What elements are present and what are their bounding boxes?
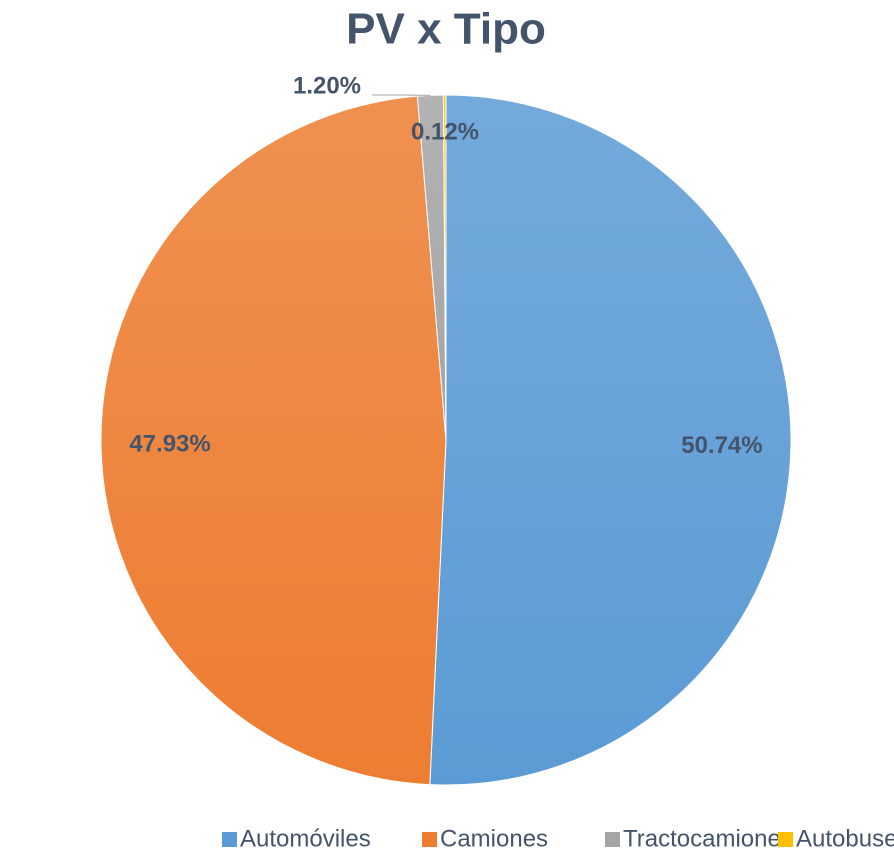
data-label: 0.12% [411, 118, 479, 145]
pie-slice [442, 94, 447, 441]
legend-swatch [222, 832, 237, 847]
data-label: 50.74% [681, 432, 762, 459]
legend-label: Camiones [440, 825, 548, 852]
legend-swatch [422, 832, 437, 847]
pie-slice [100, 95, 447, 786]
pie-slice [429, 94, 792, 786]
legend-label: Automóviles [240, 825, 371, 852]
legend-swatch [778, 832, 793, 847]
data-label: 1.20% [293, 72, 361, 99]
legend-label: Autobuses [796, 825, 894, 852]
data-label: 47.93% [129, 430, 210, 457]
legend-label: Tractocamiones [623, 825, 793, 852]
chart-title: PV x Tipo [346, 5, 546, 54]
legend-swatch [605, 832, 620, 847]
